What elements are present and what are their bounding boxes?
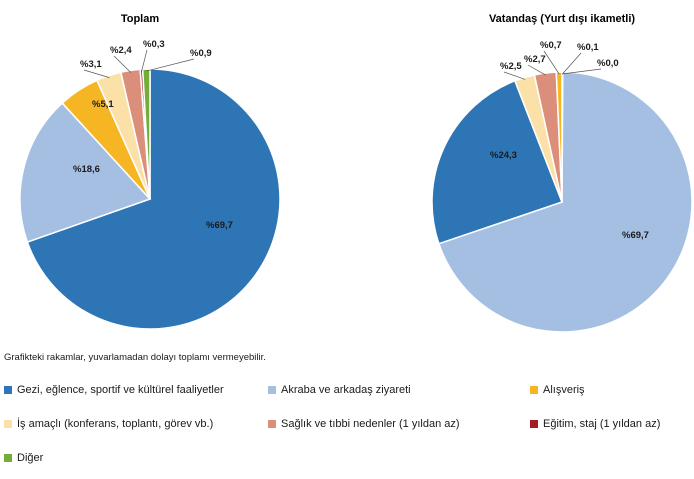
pie-slice xyxy=(437,71,693,333)
slice-label: %2,7 xyxy=(524,54,546,65)
slice-label: %0,0 xyxy=(597,58,619,69)
slice-label: %0,7 xyxy=(540,40,562,51)
legend-label: Diğer xyxy=(17,452,44,464)
slice-label: %18,6 xyxy=(73,164,100,175)
pie-slice xyxy=(19,101,152,243)
legend-label: Gezi, eğlence, sportif ve kültürel faali… xyxy=(17,384,224,396)
leader-line xyxy=(527,64,546,76)
legend-label: Sağlık ve tıbbi nedenler (1 yıldan az) xyxy=(281,418,460,430)
slice-label: %0,3 xyxy=(143,39,165,50)
leader-line xyxy=(141,49,148,72)
chart-title: Toplam xyxy=(121,13,160,25)
pie-slice xyxy=(431,79,563,245)
legend-swatch xyxy=(530,386,538,394)
chart-title: Vatandaş (Yurt dışı ikametli) xyxy=(489,13,635,25)
slice-label: %0,1 xyxy=(577,42,599,53)
pie-charts: Toplam %69,7 %18,6 %5,1 %3,1 %2,4 %0,3 %0,9 Vata… xyxy=(19,13,693,333)
legend-label: Eğitim, staj (1 yıldan az) xyxy=(543,418,661,430)
slice-label: %69,7 xyxy=(206,220,233,231)
legend-swatch xyxy=(268,420,276,428)
leader-line xyxy=(503,71,526,80)
slice-label: %0,9 xyxy=(190,48,212,59)
pie-slice xyxy=(555,71,563,203)
pie-chart-2: Vatandaş (Yurt dışı ikametli) %24,3 %69,7%… xyxy=(431,13,693,333)
legend-label: Akraba ve arkadaş ziyareti xyxy=(281,384,411,396)
legend-item: Diğer xyxy=(4,452,43,464)
legend-swatch xyxy=(4,420,12,428)
footnote: Grafikteki rakamlar, yuvarlamadan dolayı… xyxy=(4,352,266,363)
leader-line xyxy=(113,55,132,73)
legend-label: Alışveriş xyxy=(543,384,585,396)
leader-line xyxy=(561,68,602,75)
legend-swatch xyxy=(4,386,12,394)
leader-line xyxy=(562,52,582,75)
leader-line xyxy=(83,69,110,78)
legend: Gezi, eğlence, sportif ve kültürel faali… xyxy=(0,384,694,474)
legend-swatch xyxy=(4,454,12,462)
slice-label: %24,3 xyxy=(490,150,517,161)
slice-label: %2,4 xyxy=(110,45,132,56)
slice-label: %69,7 xyxy=(622,230,649,241)
legend-swatch xyxy=(268,386,276,394)
leader-line xyxy=(543,50,560,75)
leader-line xyxy=(146,58,195,72)
legend-swatch xyxy=(530,420,538,428)
slice-label: %2,5 xyxy=(500,61,522,72)
legend-item: Akraba ve arkadaş ziyareti xyxy=(268,384,411,396)
legend-item: Gezi, eğlence, sportif ve kültürel faali… xyxy=(4,384,224,396)
pie-slice xyxy=(141,68,151,200)
legend-item: İş amaçlı (konferans, toplantı, görev vb… xyxy=(4,418,213,430)
legend-item: Alışveriş xyxy=(530,384,585,396)
legend-item: Eğitim, staj (1 yıldan az) xyxy=(530,418,660,430)
legend-item: Sağlık ve tıbbi nedenler (1 yıldan az) xyxy=(268,418,460,430)
slice-label: %3,1 xyxy=(80,59,102,70)
legend-label: İş amaçlı (konferans, toplantı, görev vb… xyxy=(17,418,214,430)
slice-label: %5,1 xyxy=(92,99,114,110)
pie-slice xyxy=(26,68,281,330)
pie-chart-1: Toplam %69,7 %18,6 %5,1 %3,1 %2,4 %0,3 %0,9 xyxy=(19,13,281,330)
